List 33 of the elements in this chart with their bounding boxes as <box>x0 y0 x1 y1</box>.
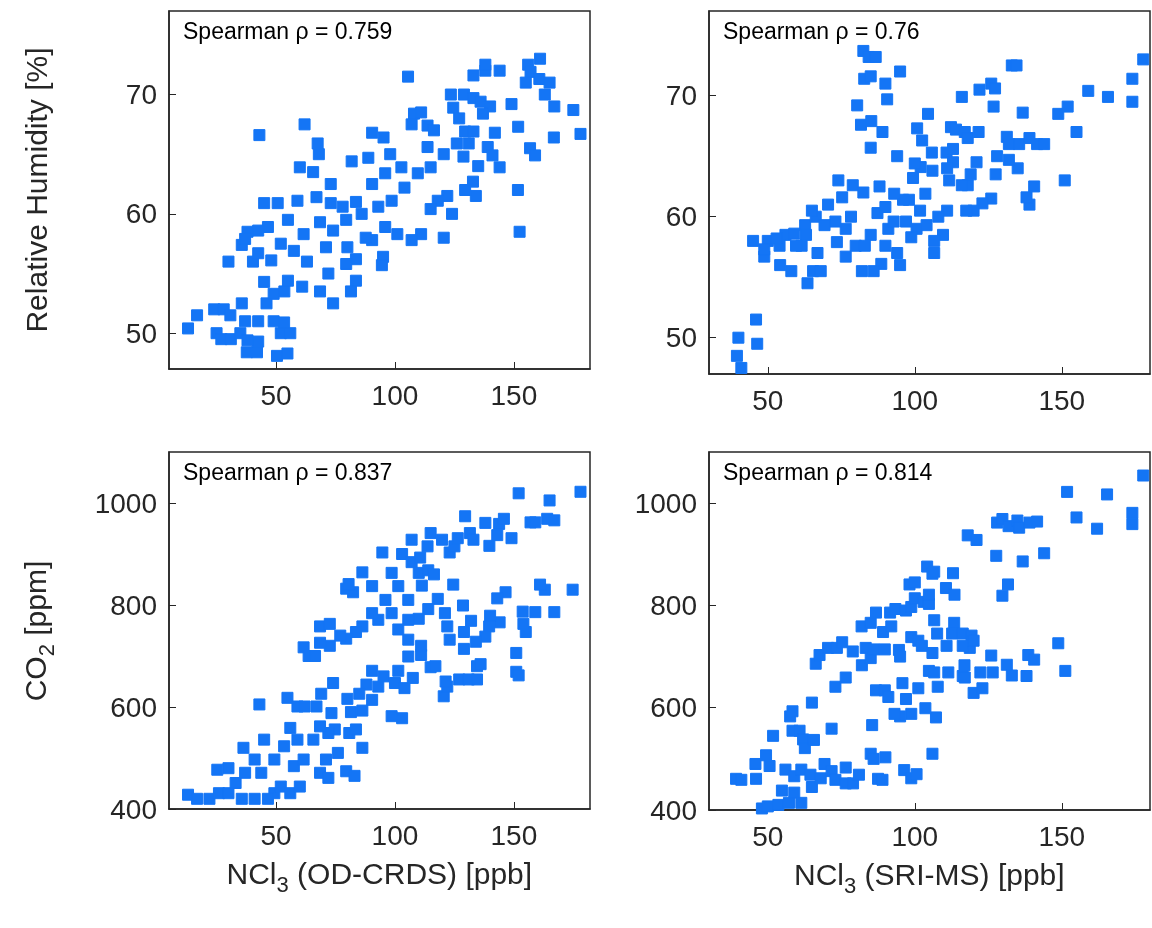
y-tick-label: 800 <box>650 589 697 621</box>
y-tick-label: 60 <box>665 201 697 233</box>
annotation: Spearman ρ = 0.814 <box>723 458 933 485</box>
x-tick-label: 150 <box>1038 384 1086 416</box>
x-tick-label: 50 <box>260 819 292 851</box>
x-tick-label: 50 <box>752 384 784 416</box>
y-tick-label: 400 <box>650 794 697 826</box>
x-tick-label: 100 <box>891 384 939 416</box>
annotation: Spearman ρ = 0.759 <box>183 17 393 44</box>
x-tick-label: 50 <box>260 379 292 411</box>
y-tick-label: 60 <box>125 198 157 230</box>
x-tick-label: 150 <box>490 819 538 851</box>
x-axis-title: NCl$_{3}$ (OD-CRDS) [ppb] <box>226 857 533 897</box>
x-tick-label: 150 <box>1038 820 1086 852</box>
x-tick-label: 50 <box>752 820 784 852</box>
x-axis-title: NCl$_{3}$ (SRI-MS) [ppb] <box>794 858 1065 898</box>
y-tick-label: 50 <box>665 322 697 354</box>
annotation: Spearman ρ = 0.837 <box>183 458 393 485</box>
x-tick-label: 100 <box>371 819 419 851</box>
annotation: Spearman ρ = 0.76 <box>723 17 920 44</box>
y-tick-label: 50 <box>125 317 157 349</box>
y-tick-label: 70 <box>125 79 157 111</box>
y-tick-label: 400 <box>110 793 157 825</box>
y-tick-label: 70 <box>665 80 697 112</box>
y-tick-label: 800 <box>110 589 157 621</box>
y-tick-label: 1000 <box>94 487 157 519</box>
x-tick-label: 100 <box>891 820 939 852</box>
x-tick-label: 100 <box>371 379 419 411</box>
y-tick-label: 600 <box>650 692 697 724</box>
x-tick-label: 150 <box>490 379 538 411</box>
y-tick-label: 600 <box>110 691 157 723</box>
y-tick-label: 1000 <box>634 487 697 519</box>
y-axis-title: Relative Humidity [%] <box>19 47 54 333</box>
